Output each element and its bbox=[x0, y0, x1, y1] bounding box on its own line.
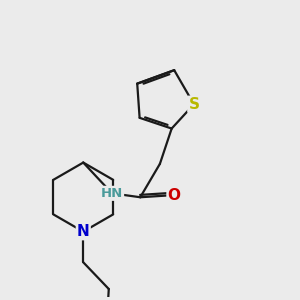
Text: N: N bbox=[77, 224, 90, 239]
Text: HN: HN bbox=[101, 187, 123, 200]
Text: O: O bbox=[167, 188, 181, 203]
Text: S: S bbox=[188, 97, 200, 112]
